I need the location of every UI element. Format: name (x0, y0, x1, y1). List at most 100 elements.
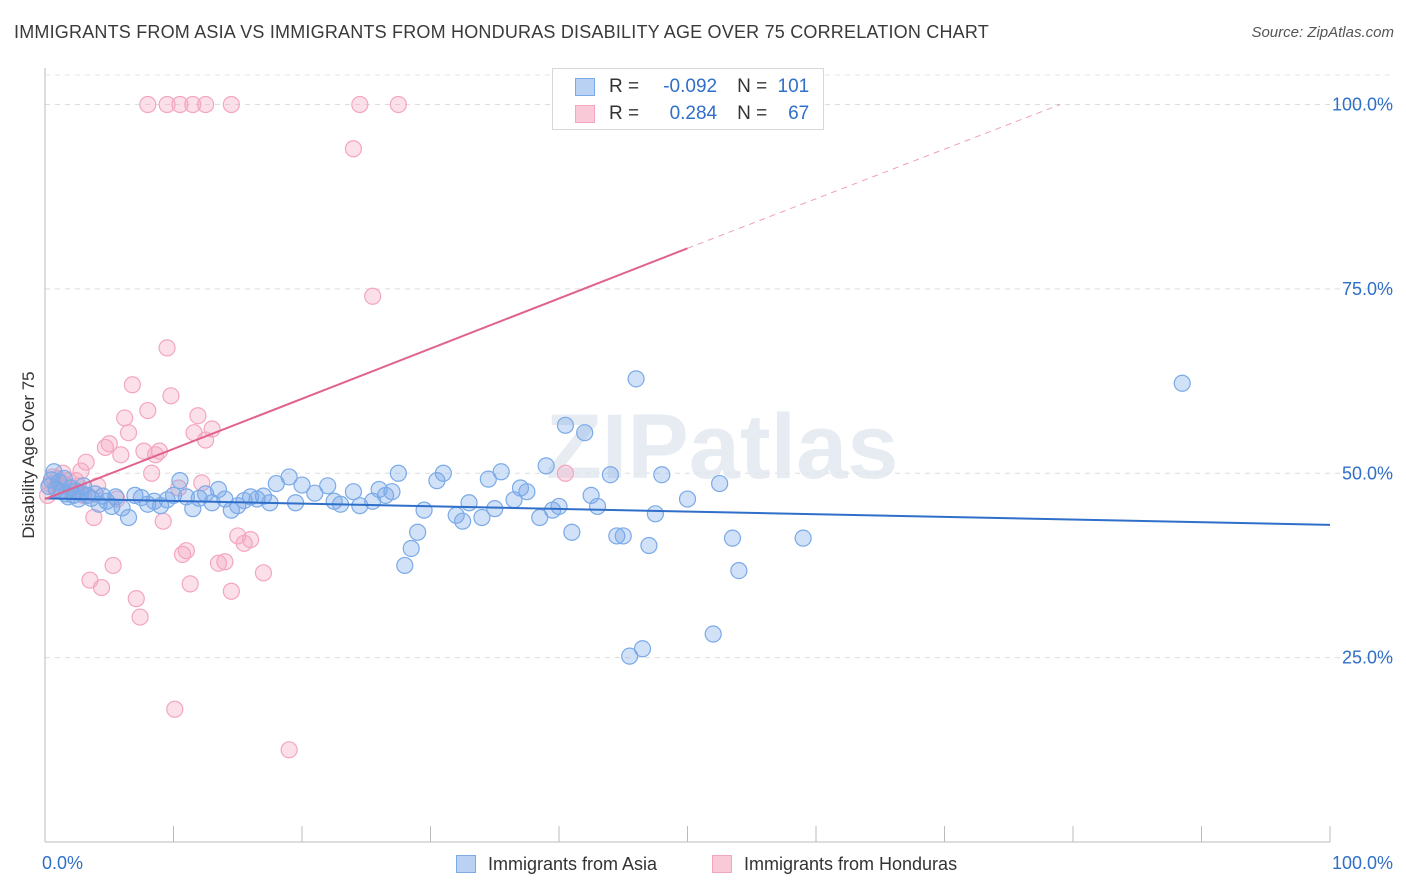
point-honduras (131, 608, 149, 626)
point-honduras (209, 554, 228, 572)
legend-swatch-asia (575, 78, 595, 96)
point-asia (434, 464, 452, 482)
point-asia (479, 470, 497, 488)
point-asia (383, 483, 401, 501)
point-asia (306, 484, 324, 502)
point-honduras (242, 531, 260, 549)
trendline-honduras-extension (687, 104, 1061, 249)
point-asia (518, 483, 536, 501)
point-asia (1173, 374, 1191, 392)
point-asia (640, 536, 658, 555)
point-asia (402, 539, 420, 558)
y-tick-label: 25.0% (1342, 648, 1393, 668)
point-asia (678, 490, 697, 508)
point-asia (576, 424, 594, 442)
point-honduras (116, 409, 134, 427)
y-axis-label: Disability Age Over 75 (19, 371, 38, 539)
point-asia (492, 463, 510, 481)
point-honduras (158, 339, 176, 357)
point-asia (704, 625, 722, 643)
point-asia (454, 512, 472, 530)
point-honduras (351, 95, 369, 114)
point-asia (653, 466, 671, 484)
point-asia (171, 472, 189, 490)
point-honduras (72, 462, 90, 480)
point-asia (409, 523, 427, 541)
point-honduras (112, 446, 130, 464)
point-asia (711, 474, 729, 493)
point-asia (415, 501, 433, 519)
legend-swatch-honduras (575, 105, 595, 123)
point-asia (319, 477, 337, 495)
point-honduras (184, 95, 202, 114)
axes-layer (44, 68, 1331, 843)
point-asia (242, 488, 260, 506)
legend-n-value-asia: 101 (777, 76, 810, 97)
point-asia (588, 497, 607, 516)
point-honduras (364, 287, 382, 305)
point-asia (280, 468, 298, 486)
point-honduras (85, 508, 103, 527)
point-honduras (171, 95, 189, 114)
point-asia (45, 463, 63, 481)
trend-layer (44, 104, 1331, 526)
point-asia (209, 480, 228, 499)
point-asia (473, 508, 491, 527)
trendline-honduras (44, 247, 688, 500)
point-asia (563, 523, 581, 541)
point-honduras (344, 140, 362, 158)
point-honduras (166, 700, 184, 718)
point-asia (98, 492, 116, 510)
tick-label-layer: 25.0% 50.0% 75.0% 100.0% 0.0% 100.0% (42, 95, 1393, 874)
point-honduras (139, 401, 157, 420)
legend-n-label: N = (737, 103, 768, 124)
point-asia (601, 466, 620, 484)
trendline-asia (44, 497, 1331, 526)
point-honduras (197, 95, 215, 114)
point-asia (132, 488, 150, 507)
point-asia (293, 476, 311, 494)
point-asia (627, 370, 645, 388)
bottom-legend-label-honduras: Immigrants from Honduras (744, 853, 958, 874)
point-honduras (389, 95, 407, 114)
chart-title: IMMIGRANTS FROM ASIA VS IMMIGRANTS FROM … (14, 22, 989, 42)
correlation-legend: R = -0.092 N = 101 R = 0.284 N = 67 (552, 68, 824, 130)
legend-n-label: N = (737, 76, 768, 97)
point-honduras (181, 575, 199, 593)
point-asia (723, 529, 742, 547)
point-honduras (119, 424, 138, 442)
point-honduras (100, 435, 118, 453)
x-tick-label: 100.0% (1332, 853, 1393, 873)
bottom-legend-honduras: Immigrants from Honduras (712, 852, 957, 876)
watermark: ZIPatlas (546, 396, 899, 498)
point-honduras (222, 95, 240, 114)
point-asia (164, 486, 183, 504)
point-honduras (77, 453, 95, 471)
point-asia (621, 647, 639, 665)
point-asia (646, 505, 664, 523)
legend-r-value-asia: -0.092 (663, 76, 718, 97)
y-tick-label: 75.0% (1342, 279, 1393, 299)
point-asia (344, 483, 362, 501)
point-asia (460, 494, 478, 512)
legend-r-label: R = (609, 76, 640, 97)
point-honduras (189, 407, 207, 425)
point-honduras (158, 95, 176, 114)
point-asia (633, 640, 652, 658)
point-asia (254, 487, 273, 505)
y-tick-label: 100.0% (1332, 95, 1393, 115)
point-asia (537, 457, 555, 475)
point-asia (389, 464, 407, 482)
point-honduras (104, 556, 122, 575)
point-honduras (123, 376, 141, 394)
point-asia (119, 508, 138, 527)
point-honduras (162, 387, 180, 405)
source-label: Source: ZipAtlas.com (1251, 24, 1394, 41)
bottom-legend-label-asia: Immigrants from Asia (488, 853, 658, 874)
point-asia (550, 497, 568, 516)
point-asia (794, 529, 812, 547)
legend-row-honduras: R = 0.284 N = 67 (575, 102, 809, 126)
bottom-legend-swatch-asia (456, 855, 476, 873)
legend-n-value-honduras: 67 (788, 103, 810, 124)
